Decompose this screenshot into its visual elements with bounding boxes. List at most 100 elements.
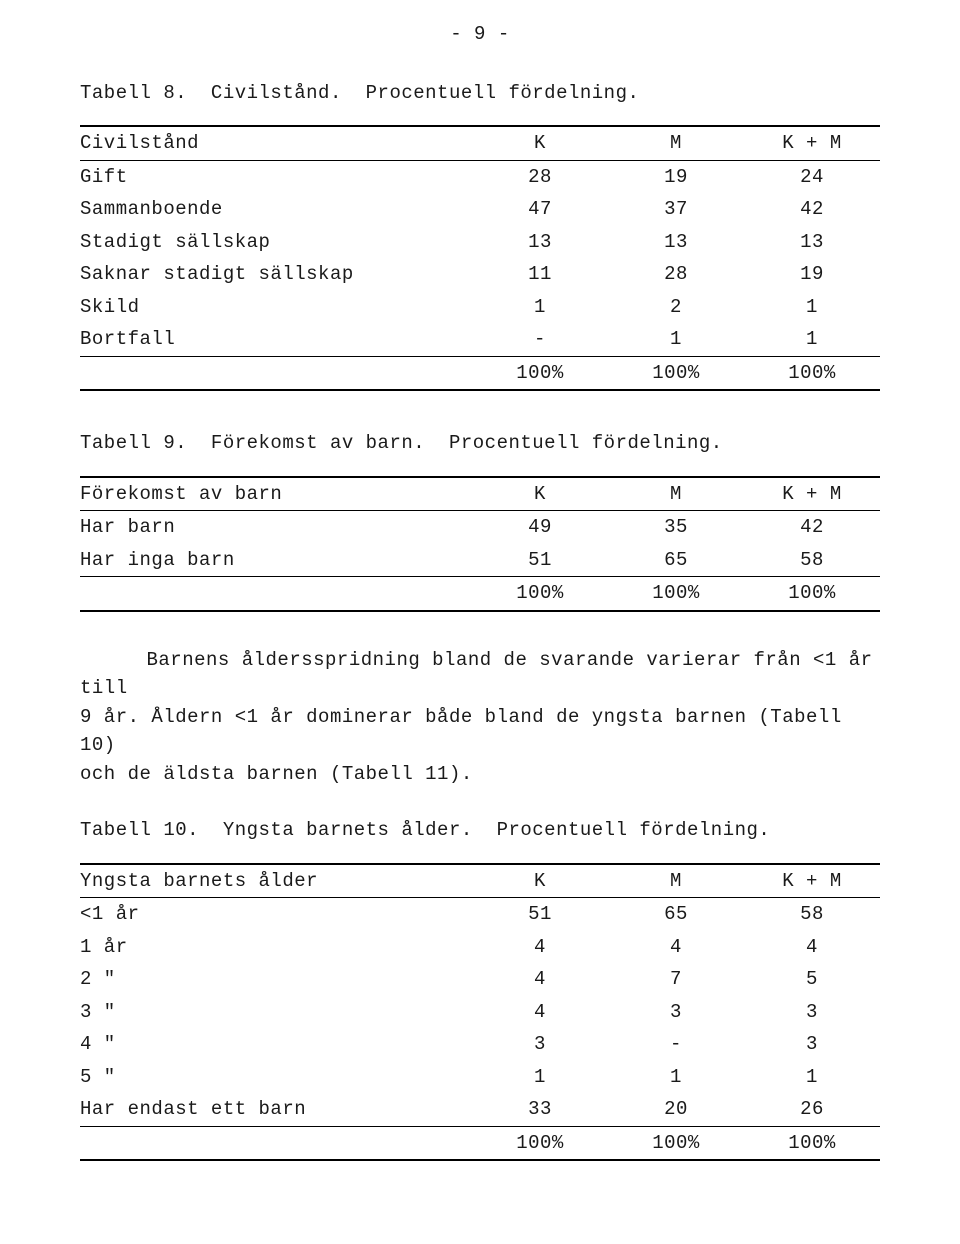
table-row: Har inga barn 51 65 58 (80, 544, 880, 577)
table9-h3: K + M (744, 478, 880, 511)
table9-h1: K (472, 478, 608, 511)
cell: 26 (744, 1093, 880, 1126)
table-row: 5 " 1 1 1 (80, 1061, 880, 1094)
table-row: <1 år 51 65 58 (80, 898, 880, 931)
table-row: 2 " 4 7 5 (80, 963, 880, 996)
cell: 20 (608, 1093, 744, 1126)
cell: 1 (744, 323, 880, 356)
cell: 37 (608, 193, 744, 226)
cell: 1 (744, 291, 880, 324)
table9-caption: Tabell 9. Förekomst av barn. Procentuell… (80, 429, 880, 458)
table8-totals: 100% 100% 100% (80, 357, 880, 391)
table-row: Bortfall - 1 1 (80, 323, 880, 356)
cell: 100% (744, 577, 880, 611)
cell: Har barn (80, 511, 472, 544)
paragraph-line: 9 år. Åldern <1 år dominerar både bland … (80, 703, 880, 760)
cell: 100% (608, 577, 744, 611)
table10: Yngsta barnets ålder K M K + M <1 år 51 … (80, 863, 880, 1162)
cell: 1 (608, 1061, 744, 1094)
cell: Saknar stadigt sällskap (80, 258, 472, 291)
paragraph-line: Barnens åldersspridning bland de svarand… (80, 646, 880, 703)
table-row: Skild 1 2 1 (80, 291, 880, 324)
paragraph-line: och de äldsta barnen (Tabell 11). (80, 760, 880, 789)
cell: 1 (472, 291, 608, 324)
cell: 1 år (80, 931, 472, 964)
cell: 42 (744, 193, 880, 226)
table9-header-row: Förekomst av barn K M K + M (80, 478, 880, 511)
table-row: Har barn 49 35 42 (80, 511, 880, 544)
table8-caption: Tabell 8. Civilstånd. Procentuell fördel… (80, 79, 880, 108)
table-row: Har endast ett barn 33 20 26 (80, 1093, 880, 1126)
cell: 3 (472, 1028, 608, 1061)
table10-h0: Yngsta barnets ålder (80, 865, 472, 898)
table10-totals: 100% 100% 100% (80, 1127, 880, 1161)
table8-h3: K + M (744, 127, 880, 160)
cell: 49 (472, 511, 608, 544)
cell: 100% (608, 357, 744, 391)
table-row: Sammanboende 47 37 42 (80, 193, 880, 226)
cell: 100% (744, 357, 880, 391)
cell: 42 (744, 511, 880, 544)
cell: 58 (744, 544, 880, 577)
cell: 5 (744, 963, 880, 996)
table8-h0: Civilstånd (80, 127, 472, 160)
cell: 7 (608, 963, 744, 996)
cell: 33 (472, 1093, 608, 1126)
table-row: Stadigt sällskap 13 13 13 (80, 226, 880, 259)
table8-h2: M (608, 127, 744, 160)
table-row: 4 " 3 - 3 (80, 1028, 880, 1061)
table10-h3: K + M (744, 865, 880, 898)
table-row: Saknar stadigt sällskap 11 28 19 (80, 258, 880, 291)
cell: 4 (472, 996, 608, 1029)
table-row: Gift 28 19 24 (80, 161, 880, 194)
cell: Har endast ett barn (80, 1093, 472, 1126)
cell: 28 (472, 161, 608, 194)
cell: 5 " (80, 1061, 472, 1094)
cell: 3 (744, 996, 880, 1029)
table9-h0: Förekomst av barn (80, 478, 472, 511)
cell: 19 (608, 161, 744, 194)
table9-totals: 100% 100% 100% (80, 577, 880, 611)
table10-caption: Tabell 10. Yngsta barnets ålder. Procent… (80, 816, 880, 845)
cell: 13 (472, 226, 608, 259)
table9: Förekomst av barn K M K + M Har barn 49 … (80, 476, 880, 612)
cell: 2 " (80, 963, 472, 996)
cell: 100% (472, 357, 608, 391)
table9-h2: M (608, 478, 744, 511)
cell: 3 " (80, 996, 472, 1029)
cell: 1 (744, 1061, 880, 1094)
table8-h1: K (472, 127, 608, 160)
table10-header-row: Yngsta barnets ålder K M K + M (80, 865, 880, 898)
cell: 100% (744, 1127, 880, 1161)
cell: 2 (608, 291, 744, 324)
cell: 3 (608, 996, 744, 1029)
cell: 1 (608, 323, 744, 356)
page: - 9 - Tabell 8. Civilstånd. Procentuell … (0, 0, 960, 1221)
cell: 58 (744, 898, 880, 931)
cell: 28 (608, 258, 744, 291)
table10-h1: K (472, 865, 608, 898)
cell: Sammanboende (80, 193, 472, 226)
cell: 35 (608, 511, 744, 544)
table-row: 3 " 4 3 3 (80, 996, 880, 1029)
cell: 100% (472, 577, 608, 611)
cell: - (472, 323, 608, 356)
body-paragraph: Barnens åldersspridning bland de svarand… (80, 646, 880, 789)
cell: 65 (608, 544, 744, 577)
cell: 1 (472, 1061, 608, 1094)
cell: - (608, 1028, 744, 1061)
cell: 65 (608, 898, 744, 931)
cell: 11 (472, 258, 608, 291)
page-number: - 9 - (80, 20, 880, 49)
cell: Har inga barn (80, 544, 472, 577)
table8-header-row: Civilstånd K M K + M (80, 127, 880, 160)
cell: Bortfall (80, 323, 472, 356)
cell: 24 (744, 161, 880, 194)
table10-h2: M (608, 865, 744, 898)
cell: 19 (744, 258, 880, 291)
cell: 3 (744, 1028, 880, 1061)
cell: <1 år (80, 898, 472, 931)
cell: 4 (608, 931, 744, 964)
cell: 51 (472, 544, 608, 577)
cell: Gift (80, 161, 472, 194)
